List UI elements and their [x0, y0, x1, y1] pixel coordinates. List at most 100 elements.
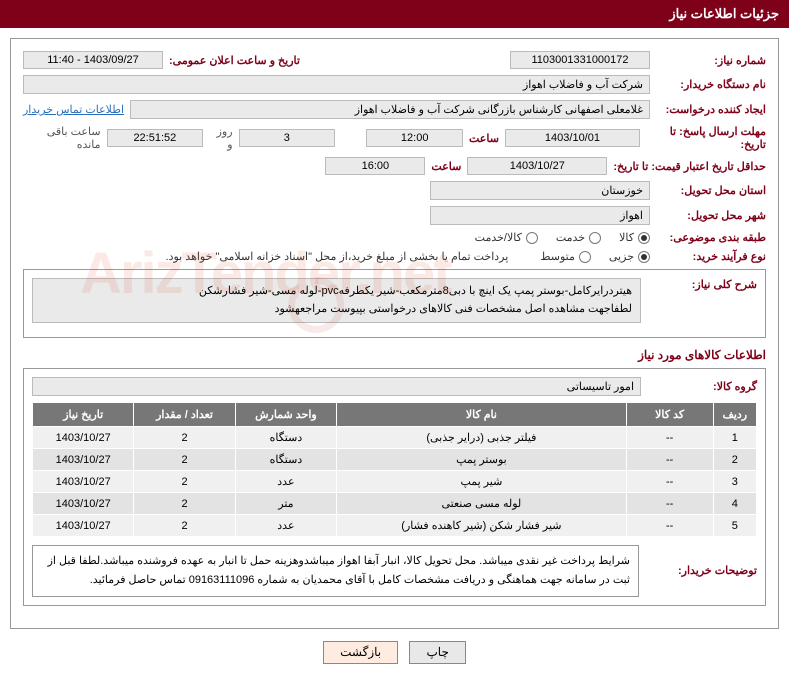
table-cell: متر [235, 493, 336, 515]
table-cell: دستگاه [235, 449, 336, 471]
table-cell: 2 [134, 471, 235, 493]
table-cell: عدد [235, 515, 336, 537]
radio-label: کالا/خدمت [475, 231, 522, 244]
table-cell: -- [626, 427, 713, 449]
back-button[interactable]: بازگشت [323, 641, 398, 664]
table-header: تاریخ نیاز [33, 403, 134, 427]
table-cell: 1403/10/27 [33, 427, 134, 449]
items-table: ردیفکد کالانام کالاواحد شمارشتعداد / مقد… [32, 402, 757, 537]
category-option[interactable]: کالا [619, 231, 650, 244]
hour-label-2: ساعت [431, 160, 461, 173]
radio-label: متوسط [540, 250, 575, 263]
days-and-label: روز و [209, 125, 232, 151]
need-number-value: 1103001331000172 [510, 51, 650, 69]
process-option[interactable]: متوسط [540, 250, 591, 263]
requester-value: غلامعلی اصفهانی کارشناس بازرگانی شرکت آب… [130, 100, 650, 119]
table-row: 5--شیر فشار شکن (شیر کاهنده فشار)عدد2140… [33, 515, 757, 537]
table-row: 4--لوله مسی صنعتیمتر21403/10/27 [33, 493, 757, 515]
table-cell: 4 [713, 493, 756, 515]
page-title: جزئیات اطلاعات نیاز [669, 6, 779, 21]
table-cell: عدد [235, 471, 336, 493]
table-cell: فیلتر جذبی (درایر جذبی) [337, 427, 627, 449]
table-row: 3--شیر پمپعدد21403/10/27 [33, 471, 757, 493]
general-desc-box: هیتردرایرکامل-بوستر پمپ یک اینچ با دبی8م… [32, 278, 641, 323]
city-value: اهواز [430, 206, 650, 225]
table-cell: شیر پمپ [337, 471, 627, 493]
category-option[interactable]: کالا/خدمت [475, 231, 538, 244]
table-header: واحد شمارش [235, 403, 336, 427]
category-radio-group: کالا خدمت کالا/خدمت [475, 231, 650, 244]
buyer-notes-label: توضیحات خریدار: [647, 564, 757, 577]
details-frame: شماره نیاز: 1103001331000172 تاریخ و ساع… [10, 38, 779, 629]
table-cell: 1403/10/27 [33, 493, 134, 515]
radio-icon[interactable] [638, 232, 650, 244]
table-cell: 1403/10/27 [33, 471, 134, 493]
table-cell: 1 [713, 427, 756, 449]
table-row: 1--فیلتر جذبی (درایر جذبی)دستگاه21403/10… [33, 427, 757, 449]
table-cell: -- [626, 493, 713, 515]
announce-date-value: 1403/09/27 - 11:40 [23, 51, 163, 69]
radio-icon[interactable] [638, 251, 650, 263]
table-cell: دستگاه [235, 427, 336, 449]
table-cell: -- [626, 471, 713, 493]
reply-deadline-time: 12:00 [366, 129, 463, 147]
province-value: خوزستان [430, 181, 650, 200]
category-label: طبقه بندی موضوعی: [656, 231, 766, 244]
reply-deadline-label: مهلت ارسال پاسخ: تا تاریخ: [646, 125, 766, 151]
requester-label: ایجاد کننده درخواست: [656, 103, 766, 116]
radio-icon[interactable] [579, 251, 591, 263]
countdown-time: 22:51:52 [107, 129, 204, 147]
table-cell: 2 [713, 449, 756, 471]
table-cell: 2 [134, 427, 235, 449]
print-button[interactable]: چاپ [409, 641, 465, 664]
buyer-org-value: شرکت آب و فاضلاب اهواز [23, 75, 650, 94]
radio-label: خدمت [556, 231, 585, 244]
table-cell: بوستر پمپ [337, 449, 627, 471]
payment-note: پرداخت تمام یا بخشی از مبلغ خرید،از محل … [166, 250, 509, 263]
process-option[interactable]: جزیی [609, 250, 650, 263]
buyer-org-label: نام دستگاه خریدار: [656, 78, 766, 91]
announce-date-label: تاریخ و ساعت اعلان عمومی: [169, 54, 300, 67]
table-cell: شیر فشار شکن (شیر کاهنده فشار) [337, 515, 627, 537]
process-radio-group: جزیی متوسط [540, 250, 650, 263]
general-desc-frame: شرح کلی نیاز: هیتردرایرکامل-بوستر پمپ یک… [23, 269, 766, 338]
table-cell: -- [626, 515, 713, 537]
remaining-label: ساعت باقی مانده [23, 125, 101, 151]
process-label: نوع فرآیند خرید: [656, 250, 766, 263]
table-cell: لوله مسی صنعتی [337, 493, 627, 515]
footer-buttons: چاپ بازگشت [0, 641, 789, 664]
table-cell: 5 [713, 515, 756, 537]
table-row: 2--بوستر پمپدستگاه21403/10/27 [33, 449, 757, 471]
countdown-days: 3 [239, 129, 336, 147]
price-validity-label: حداقل تاریخ اعتبار قیمت: تا تاریخ: [613, 160, 766, 173]
table-header: ردیف [713, 403, 756, 427]
price-validity-time: 16:00 [325, 157, 425, 175]
group-value: امور تاسیساتی [32, 377, 641, 396]
table-cell: 1403/10/27 [33, 515, 134, 537]
general-desc-line2: لطفاجهت مشاهده اصل مشخصات فنی کالاهای در… [41, 301, 632, 319]
page-header: جزئیات اطلاعات نیاز [0, 0, 789, 28]
price-validity-date: 1403/10/27 [467, 157, 607, 175]
general-desc-line1: هیتردرایرکامل-بوستر پمپ یک اینچ با دبی8م… [41, 283, 632, 301]
table-header: کد کالا [626, 403, 713, 427]
reply-deadline-date: 1403/10/01 [505, 129, 640, 147]
items-frame: گروه کالا: امور تاسیساتی ردیفکد کالانام … [23, 368, 766, 605]
city-label: شهر محل تحویل: [656, 209, 766, 222]
group-label: گروه کالا: [647, 380, 757, 393]
buyer-contact-link[interactable]: اطلاعات تماس خریدار [23, 103, 124, 116]
province-label: استان محل تحویل: [656, 184, 766, 197]
radio-icon[interactable] [589, 232, 601, 244]
table-header: نام کالا [337, 403, 627, 427]
category-option[interactable]: خدمت [556, 231, 601, 244]
items-section-title: اطلاعات کالاهای مورد نیاز [23, 348, 766, 362]
table-cell: 2 [134, 515, 235, 537]
table-cell: 2 [134, 493, 235, 515]
radio-icon[interactable] [526, 232, 538, 244]
table-cell: 1403/10/27 [33, 449, 134, 471]
table-cell: 2 [134, 449, 235, 471]
table-cell: 3 [713, 471, 756, 493]
general-desc-label: شرح کلی نیاز: [647, 278, 757, 291]
radio-label: کالا [619, 231, 634, 244]
table-header: تعداد / مقدار [134, 403, 235, 427]
table-cell: -- [626, 449, 713, 471]
